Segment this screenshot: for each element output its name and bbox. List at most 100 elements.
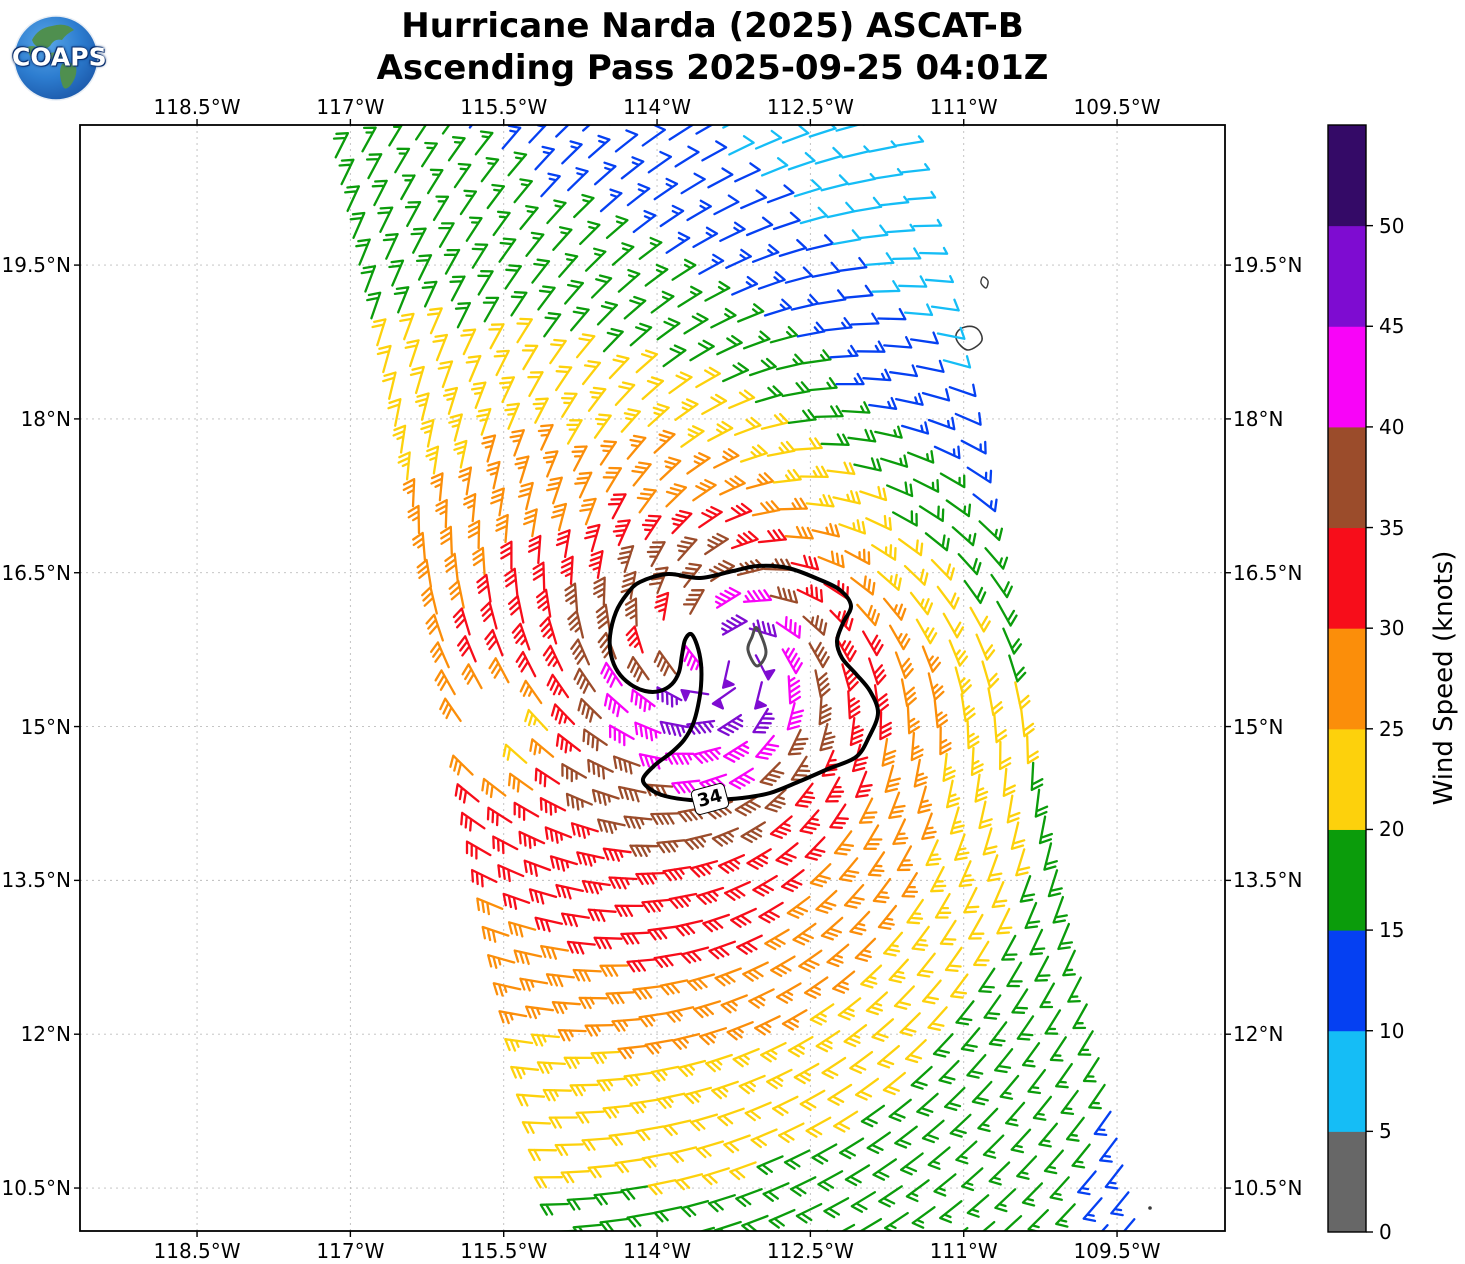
wind-barb (943, 1086, 966, 1112)
wind-barb (587, 1164, 617, 1179)
wind-barb (444, 552, 459, 582)
wind-barb (754, 129, 783, 150)
wind-barb (958, 860, 975, 888)
lon-tick-label-bottom: 111°W (929, 1239, 998, 1263)
wind-barb (892, 247, 922, 261)
wind-barb (617, 1044, 647, 1060)
wind-barb (355, 238, 371, 266)
wind-barb (548, 1116, 578, 1129)
wind-barb (983, 994, 1002, 1020)
wind-barb (760, 412, 790, 430)
wind-barb (641, 898, 671, 913)
wind-barb (545, 476, 563, 505)
wind-barb (626, 656, 650, 683)
wind-barb (477, 270, 494, 296)
wind-barb (674, 1173, 704, 1191)
wind-barb (555, 365, 573, 392)
wind-barb (638, 753, 668, 770)
wind-barb (971, 1080, 993, 1106)
wind-barb (683, 1086, 713, 1105)
wind-barb (590, 274, 613, 299)
wind-barb (1034, 1237, 1054, 1259)
wind-barb (492, 835, 519, 855)
wind-barb (708, 940, 737, 960)
wind-barb (745, 216, 774, 237)
wind-barb (826, 943, 850, 968)
wind-barb (584, 523, 601, 553)
wind-barb (566, 940, 596, 955)
wind-barb (452, 607, 471, 636)
wind-barb (840, 1223, 856, 1231)
wind-barb (569, 1083, 599, 1097)
wind-barb (868, 140, 898, 153)
wind-barb (849, 1050, 874, 1074)
wind-barb (634, 721, 662, 742)
wind-barb (550, 88, 569, 110)
wind-barb (738, 1074, 766, 1095)
wind-barb (1060, 1089, 1079, 1116)
wind-barb (582, 125, 592, 132)
wind-barb (501, 125, 522, 150)
wind-barb (968, 913, 985, 940)
wind-barb (790, 755, 811, 782)
colorbar-tick-label: 20 (1379, 817, 1405, 842)
wind-barb (884, 764, 901, 793)
wind-barb (539, 616, 558, 645)
colorbar-segment (1328, 930, 1366, 1032)
wind-barb (1082, 1057, 1100, 1083)
wind-barb (566, 1196, 596, 1211)
lon-tick-label-top: 111°W (929, 95, 998, 119)
wind-barb (521, 1121, 552, 1134)
colorbar-tick-label: 25 (1379, 716, 1405, 741)
wind-barb (763, 558, 794, 572)
wind-barb (630, 688, 656, 713)
globe-icon (13, 15, 99, 101)
wind-barb (407, 504, 421, 535)
wind-barb (605, 215, 629, 240)
wind-barb (420, 418, 435, 448)
wind-barb (754, 681, 767, 710)
wind-barb (519, 977, 549, 992)
wind-barb (805, 494, 835, 508)
wind-barb (722, 740, 750, 763)
wind-barb (696, 886, 725, 905)
wind-barb (480, 157, 500, 183)
colorbar-segment (1328, 1030, 1366, 1132)
wind-barb (578, 996, 608, 1010)
wind-barb (841, 401, 871, 414)
wind-barb (757, 528, 787, 544)
wind-barb (1010, 1128, 1032, 1154)
wind-barb (889, 364, 919, 378)
colorbar-tick-label: 15 (1379, 918, 1405, 943)
wind-barb (488, 657, 510, 684)
wind-barb (804, 836, 826, 861)
wind-barb (1029, 928, 1046, 956)
wind-barb (599, 440, 618, 466)
wind-barb (714, 586, 742, 609)
wind-barb (344, 185, 361, 213)
wind-barb (910, 1065, 933, 1090)
wind-barb (717, 854, 746, 874)
wind-barb (1077, 1030, 1094, 1056)
wind-barb (701, 1167, 730, 1186)
wind-barb (575, 333, 596, 359)
wind-barb (787, 151, 816, 171)
wind-barb (409, 365, 425, 395)
wind-barb (539, 1202, 569, 1216)
wind-barb (740, 821, 766, 844)
wind-barb (481, 925, 510, 943)
wind-barb (939, 472, 966, 489)
wind-barb (907, 190, 937, 201)
contour-34kt (607, 563, 880, 803)
wind-barb (891, 510, 918, 527)
wind-barb (894, 1125, 918, 1149)
wind-barb (966, 1053, 987, 1079)
wind-barb (393, 286, 410, 314)
wind-barb (799, 465, 829, 479)
wind-barb (942, 612, 965, 639)
wind-barb (635, 349, 659, 374)
wind-barb (519, 679, 543, 705)
wind-barb (653, 177, 679, 201)
wind-barb (614, 1158, 644, 1174)
wind-barb (1043, 1149, 1064, 1175)
